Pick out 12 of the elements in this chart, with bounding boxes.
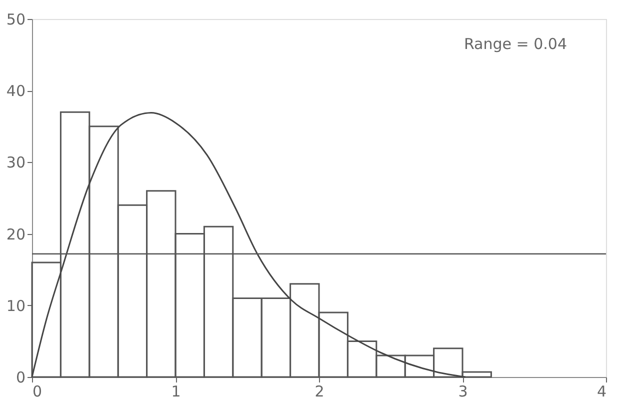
x-tick-label: 4 [596, 382, 606, 400]
y-tick-label: 0 [16, 368, 26, 386]
y-tick-label: 50 [6, 10, 26, 28]
y-tick-label: 10 [6, 296, 26, 315]
x-tick-label: 3 [458, 382, 468, 400]
annotation: Range = 0.04 [464, 35, 567, 53]
y-tick-label: 40 [6, 82, 26, 100]
x-tick-label: 0 [32, 382, 42, 400]
y-tick-label: 20 [6, 225, 26, 244]
y-tick-label: 30 [6, 154, 26, 172]
x-tick-label: 1 [171, 382, 181, 400]
x-tick-label: 2 [314, 382, 324, 400]
